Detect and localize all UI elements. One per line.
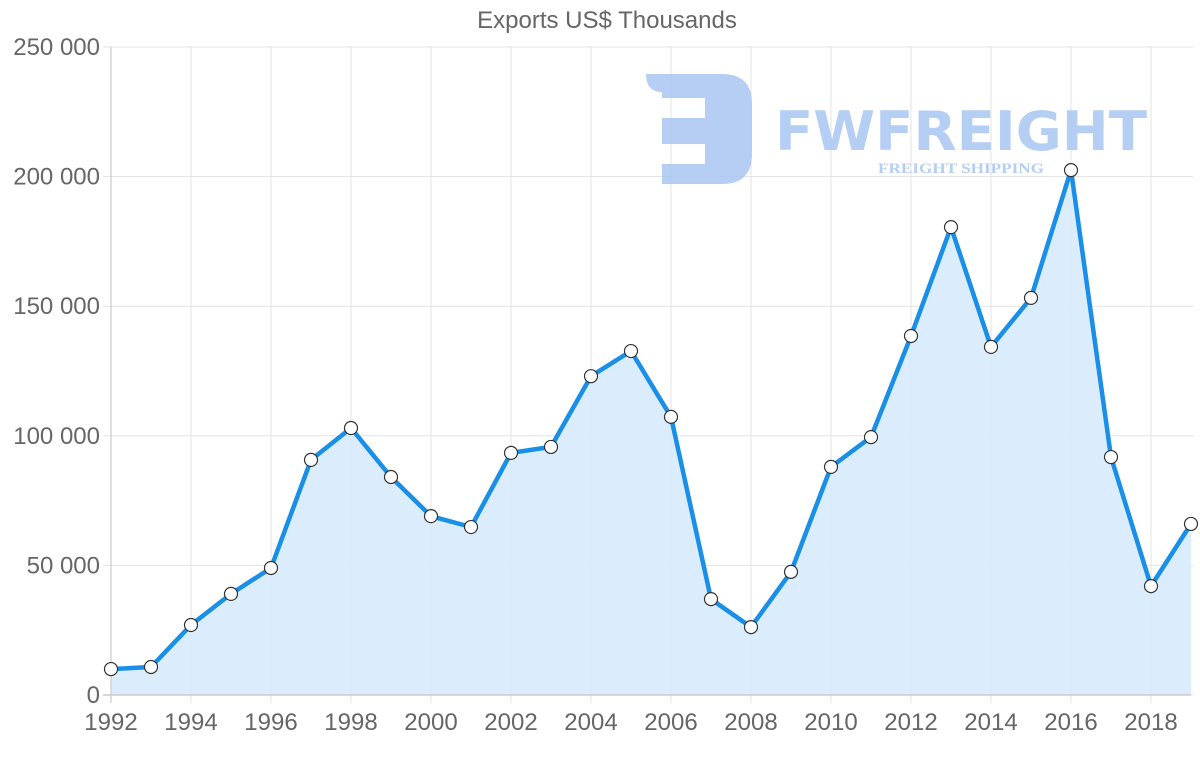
chart-title: Exports US$ Thousands bbox=[477, 7, 737, 34]
x-axis-ticks: 1992 1994 1996 1998 2000 2002 2004 2006 2008 2010… bbox=[84, 709, 1177, 736]
line-path bbox=[110, 167, 1193, 672]
x-tick-label: 2012 bbox=[884, 709, 937, 736]
y-tick-label: 50 000 bbox=[27, 552, 100, 579]
x-tick-label: 2006 bbox=[644, 709, 697, 736]
axes bbox=[103, 47, 1191, 703]
data-point[interactable] bbox=[663, 409, 679, 424]
data-point[interactable] bbox=[223, 586, 239, 602]
data-point[interactable] bbox=[623, 343, 639, 359]
x-tick-label: 2014 bbox=[964, 709, 1017, 736]
y-tick-label: 250 000 bbox=[13, 34, 100, 61]
y-tick-label: 100 000 bbox=[13, 423, 100, 450]
x-tick-label: 1992 bbox=[84, 709, 137, 736]
data-point[interactable] bbox=[1063, 163, 1079, 178]
watermark-logo: FWFREIGHT FREIGHT SHIPPING bbox=[646, 74, 1147, 184]
data-point[interactable] bbox=[263, 560, 279, 576]
data-point[interactable] bbox=[1023, 290, 1039, 306]
data-point[interactable] bbox=[1183, 516, 1199, 532]
data-point[interactable] bbox=[103, 661, 119, 677]
logo-mark-icon bbox=[646, 74, 752, 184]
area-fill bbox=[111, 170, 1191, 696]
data-point[interactable] bbox=[583, 369, 599, 384]
data-point[interactable] bbox=[1143, 579, 1159, 594]
data-point[interactable] bbox=[383, 469, 399, 485]
series-area bbox=[111, 170, 1191, 696]
x-tick-label: 2002 bbox=[484, 709, 537, 736]
x-tick-label: 2010 bbox=[804, 709, 857, 736]
data-point[interactable] bbox=[783, 564, 799, 579]
x-tick-label: 2004 bbox=[564, 709, 617, 736]
x-tick-label: 1994 bbox=[164, 709, 217, 736]
data-point[interactable] bbox=[463, 519, 479, 535]
data-point[interactable] bbox=[863, 429, 879, 445]
data-point[interactable] bbox=[143, 659, 159, 675]
y-tick-label: 0 bbox=[87, 682, 100, 709]
data-point[interactable] bbox=[703, 591, 719, 607]
x-tick-label: 2018 bbox=[1124, 709, 1177, 736]
data-point[interactable] bbox=[983, 339, 999, 354]
data-point[interactable] bbox=[903, 328, 919, 344]
y-tick-label: 200 000 bbox=[13, 164, 100, 191]
data-point[interactable] bbox=[343, 420, 359, 436]
data-point[interactable] bbox=[543, 439, 559, 455]
data-point[interactable] bbox=[743, 619, 759, 635]
x-tick-label: 2008 bbox=[724, 709, 777, 736]
x-tick-label: 1998 bbox=[324, 709, 377, 736]
series-line bbox=[110, 167, 1193, 672]
data-point[interactable] bbox=[1103, 449, 1119, 465]
watermark-tagline: FREIGHT SHIPPING bbox=[878, 161, 1044, 177]
data-point[interactable] bbox=[823, 459, 839, 475]
watermark-brand: FWFREIGHT bbox=[775, 100, 1147, 163]
data-point[interactable] bbox=[943, 220, 959, 235]
data-point[interactable] bbox=[303, 452, 319, 468]
data-point[interactable] bbox=[183, 617, 199, 633]
data-point[interactable] bbox=[423, 509, 439, 524]
data-point[interactable] bbox=[503, 445, 519, 461]
y-axis-ticks: 0 50 000 100 000 150 000 200 000 250 000 bbox=[13, 34, 100, 709]
x-tick-label: 1996 bbox=[244, 709, 297, 736]
data-points bbox=[103, 163, 1199, 677]
x-tick-label: 2016 bbox=[1044, 709, 1097, 736]
x-tick-label: 2000 bbox=[404, 709, 457, 736]
y-tick-label: 150 000 bbox=[13, 293, 100, 320]
